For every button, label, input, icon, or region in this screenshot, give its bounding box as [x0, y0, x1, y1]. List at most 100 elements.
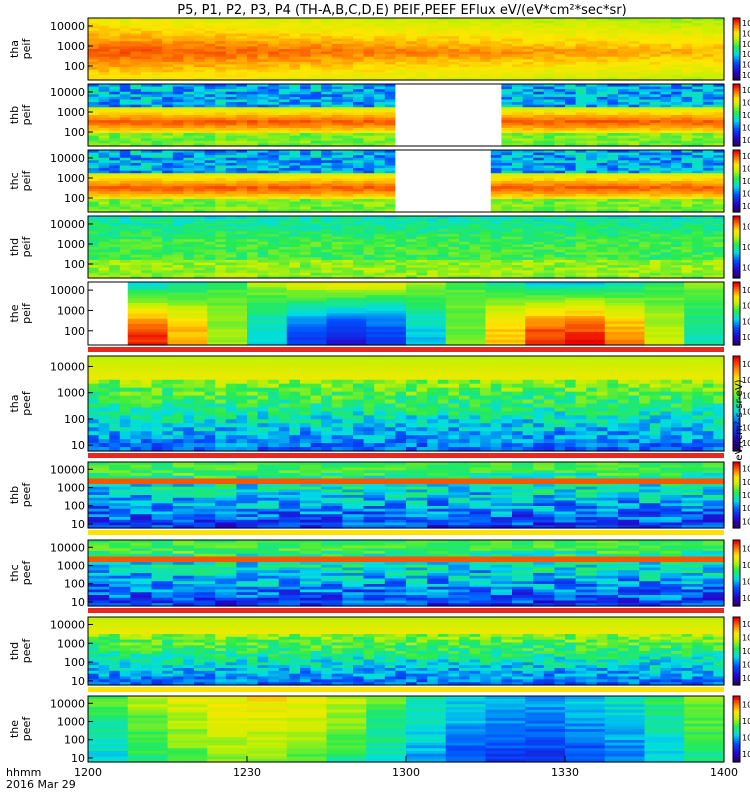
- heatmap-cell: [257, 173, 269, 177]
- heatmap-cell: [543, 117, 555, 121]
- heatmap-cell: [289, 175, 301, 180]
- heatmap-cell: [300, 49, 312, 53]
- heatmap-cell: [172, 249, 184, 253]
- heatmap-cell: [681, 69, 693, 73]
- heatmap-cell: [469, 23, 481, 27]
- heatmap-cell: [575, 175, 587, 180]
- heatmap-cell: [363, 72, 375, 76]
- heatmap-cell: [459, 178, 471, 182]
- heatmap-cell: [702, 91, 714, 95]
- heatmap-cell: [141, 125, 153, 129]
- heatmap-cell: [448, 133, 460, 137]
- heatmap-cell: [660, 91, 672, 95]
- colorbar-swatch: [733, 170, 740, 173]
- heatmap-cell: [278, 249, 290, 253]
- heatmap-cell: [586, 188, 598, 192]
- heatmap-cell: [353, 99, 365, 103]
- heatmap-cell: [681, 115, 693, 119]
- heatmap-cell: [194, 228, 206, 233]
- heatmap-cell: [172, 104, 184, 108]
- heatmap-cell: [607, 46, 619, 50]
- heatmap-cell: [247, 56, 259, 60]
- heatmap-cell: [406, 196, 418, 200]
- heatmap-cell: [702, 204, 714, 208]
- heatmap-cell: [353, 173, 365, 177]
- colorbar-swatch: [733, 121, 740, 124]
- heatmap-cell: [88, 41, 100, 45]
- heatmap-cell: [671, 46, 683, 50]
- heatmap-cell: [596, 112, 608, 116]
- heatmap-cell: [596, 64, 608, 68]
- heatmap-cell: [533, 206, 545, 211]
- heatmap-cell: [533, 150, 545, 154]
- heatmap-cell: [247, 109, 259, 114]
- heatmap-cell: [702, 135, 714, 139]
- heatmap-cell: [247, 84, 259, 88]
- heatmap-cell: [692, 193, 704, 198]
- heatmap-cell: [459, 150, 471, 154]
- heatmap-cell: [278, 175, 290, 180]
- heatmap-cell: [660, 102, 672, 106]
- heatmap-cell: [618, 162, 630, 167]
- heatmap-cell: [119, 231, 131, 235]
- heatmap-cell: [289, 107, 301, 111]
- heatmap-cell: [480, 89, 492, 93]
- y-tick-label: 10000: [50, 152, 85, 165]
- heatmap-cell: [501, 74, 513, 79]
- heatmap-cell: [522, 77, 534, 81]
- heatmap-cell: [490, 201, 502, 205]
- heatmap-cell: [692, 84, 704, 88]
- heatmap-cell: [437, 170, 449, 174]
- heatmap-cell: [692, 36, 704, 40]
- heatmap-cell: [151, 107, 163, 111]
- heatmap-cell: [374, 122, 386, 126]
- heatmap-cell: [300, 109, 312, 114]
- heatmap-cell: [490, 33, 502, 37]
- colorbar-tick-label: 10⁶: [742, 40, 750, 49]
- heatmap-cell: [204, 193, 216, 198]
- heatmap-cell: [109, 56, 121, 60]
- heatmap-cell: [141, 99, 153, 103]
- heatmap-cell: [671, 143, 683, 147]
- heatmap-cell: [512, 157, 524, 161]
- colorbar-swatch: [733, 199, 740, 202]
- heatmap-cell: [649, 102, 661, 106]
- heatmap-cell: [437, 107, 449, 111]
- heatmap-cell: [109, 262, 121, 266]
- heatmap-cell: [141, 140, 153, 145]
- heatmap-cell: [596, 196, 608, 200]
- heatmap-cell: [310, 25, 322, 29]
- heatmap-cell: [384, 204, 396, 208]
- heatmap-cell: [130, 265, 142, 269]
- heatmap-cell: [543, 84, 555, 88]
- heatmap-cell: [98, 165, 110, 169]
- heatmap-cell: [692, 140, 704, 145]
- heatmap-cell: [416, 109, 428, 114]
- heatmap-cell: [151, 265, 163, 269]
- heatmap-cell: [565, 112, 577, 116]
- heatmap-cell: [681, 130, 693, 134]
- heatmap-cell: [98, 216, 110, 220]
- heatmap-cell: [554, 33, 566, 37]
- heatmap-cell: [660, 201, 672, 205]
- heatmap-cell: [119, 43, 131, 48]
- heatmap-cell: [109, 28, 121, 32]
- heatmap-cell: [225, 206, 237, 211]
- heatmap-cell: [225, 36, 237, 40]
- heatmap-cell: [342, 20, 354, 24]
- heatmap-cell: [268, 226, 280, 230]
- heatmap-cell: [384, 140, 396, 145]
- heatmap-cell: [628, 186, 640, 190]
- heatmap-cell: [353, 112, 365, 116]
- heatmap-cell: [268, 265, 280, 269]
- heatmap-cell: [469, 99, 481, 103]
- heatmap-cell: [88, 133, 100, 137]
- heatmap-cell: [119, 221, 131, 225]
- heatmap-cell: [342, 77, 354, 81]
- heatmap-cell: [575, 193, 587, 198]
- heatmap-cell: [406, 41, 418, 45]
- heatmap-cell: [639, 61, 651, 66]
- heatmap-cell: [183, 77, 195, 81]
- heatmap-cell: [554, 193, 566, 198]
- heatmap-cell: [310, 193, 322, 198]
